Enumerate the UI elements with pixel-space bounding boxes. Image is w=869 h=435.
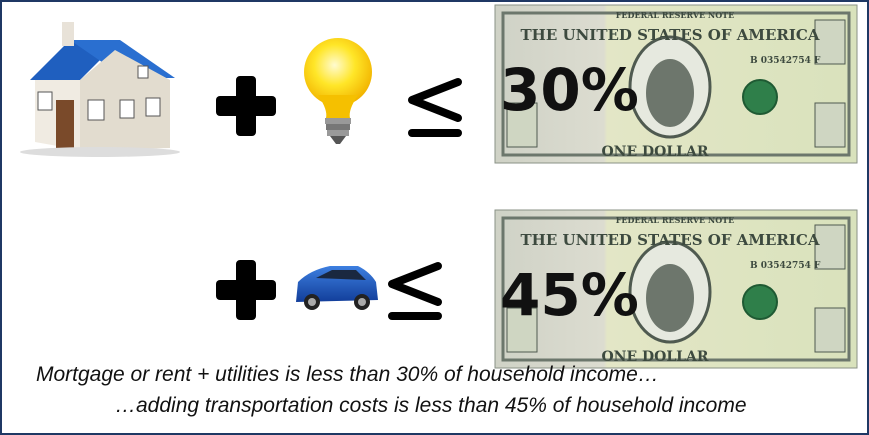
bill-denomination: ONE DOLLAR: [601, 144, 708, 160]
dollar-bill: FEDERAL RESERVE NOTE THE UNITED STATES OF…: [495, 5, 857, 163]
percent-label: 45%: [500, 261, 639, 329]
dollar-bill: FEDERAL RESERVE NOTE THE UNITED STATES OF…: [495, 210, 857, 368]
infographic: FEDERAL RESERVE NOTE THE UNITED STATES OF…: [0, 0, 869, 435]
bill-portrait: [646, 59, 694, 127]
bill-serial: B 03542754 F: [750, 261, 821, 271]
caption-line: Mortgage or rent + utilities is less tha…: [36, 363, 659, 386]
bill-seal: [743, 285, 777, 319]
bill-serial: B 03542754 F: [750, 56, 821, 66]
percent-label: 30%: [500, 56, 639, 124]
bill-seal: [743, 80, 777, 114]
bill-portrait: [646, 264, 694, 332]
bill-header: FEDERAL RESERVE NOTE: [616, 10, 734, 20]
caption-line: …adding transportation costs is less tha…: [115, 394, 747, 417]
bill-corner: [815, 103, 845, 147]
bill-title: THE UNITED STATES OF AMERICA: [521, 231, 820, 249]
bill-header: FEDERAL RESERVE NOTE: [616, 215, 734, 225]
bill-corner: [815, 308, 845, 352]
bill-title: THE UNITED STATES OF AMERICA: [521, 26, 820, 44]
